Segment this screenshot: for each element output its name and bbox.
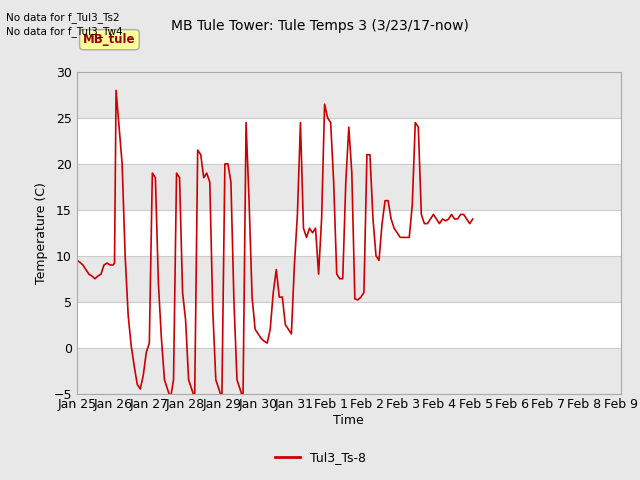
Text: No data for f_Tul3_Ts2: No data for f_Tul3_Ts2: [6, 12, 120, 23]
Legend: Tul3_Ts-8: Tul3_Ts-8: [269, 446, 371, 469]
Text: No data for f_Tul3_Tw4: No data for f_Tul3_Tw4: [6, 26, 123, 37]
Y-axis label: Temperature (C): Temperature (C): [35, 182, 48, 284]
X-axis label: Time: Time: [333, 414, 364, 427]
Bar: [77, 164, 621, 210]
Text: MB_tule: MB_tule: [83, 33, 136, 46]
Bar: [77, 256, 621, 302]
Bar: [77, 72, 621, 118]
Bar: [77, 348, 621, 394]
Text: MB Tule Tower: Tule Temps 3 (3/23/17-now): MB Tule Tower: Tule Temps 3 (3/23/17-now…: [171, 19, 469, 33]
